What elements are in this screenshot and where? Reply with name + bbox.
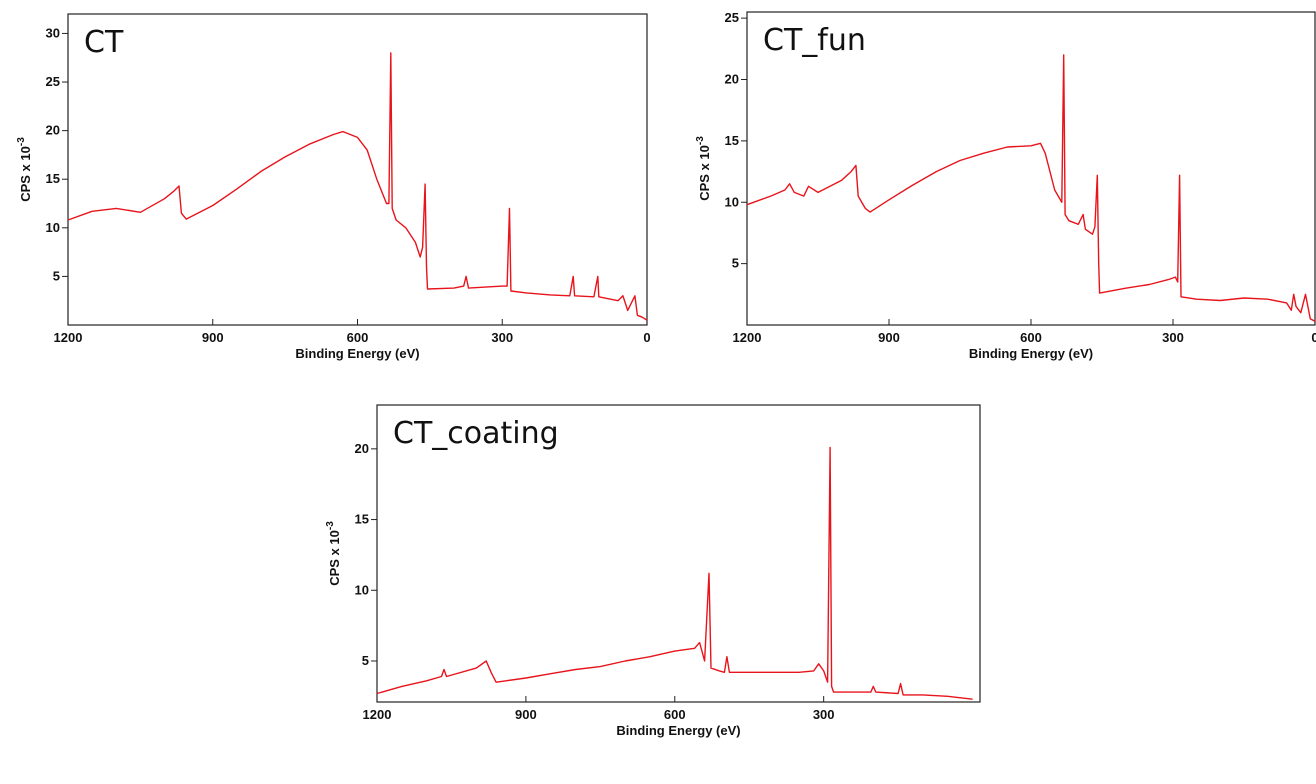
x-tick-label: 900 (878, 330, 900, 345)
y-axis-label-exponent: -3 (325, 521, 336, 530)
x-tick-label: 900 (202, 330, 224, 345)
y-axis-label-text: CPS x 10 (697, 145, 712, 201)
x-tick-label: 1200 (54, 330, 83, 345)
y-tick-label: 10 (355, 582, 369, 597)
y-tick-label: 10 (725, 194, 739, 209)
y-tick-label: 5 (732, 256, 739, 271)
y-axis-label: CPS x 10-3 (16, 137, 33, 202)
x-axis-label: Binding Energy (eV) (969, 346, 1093, 361)
y-tick-label: 25 (725, 10, 739, 25)
y-tick-label: 20 (725, 72, 739, 87)
y-axis-label-exponent: -3 (695, 136, 706, 145)
x-tick-label: 600 (664, 707, 686, 722)
spectrum-line (746, 54, 1316, 322)
y-axis-label: CPS x 10-3 (325, 521, 342, 586)
y-tick-label: 20 (355, 441, 369, 456)
x-tick-label: 300 (813, 707, 835, 722)
chart: CT_coating 5 10 15 20 1200 900 600 300 Binding En… (325, 404, 981, 738)
y-tick-label: 5 (362, 653, 369, 668)
x-tick-label: 0 (643, 330, 650, 345)
y-tick-label: 20 (46, 123, 60, 138)
y-axis-label-text: CPS x 10 (18, 146, 33, 202)
x-tick-label: 600 (1020, 330, 1042, 345)
y-tick-label: 10 (46, 220, 60, 235)
y-tick-label: 30 (46, 25, 60, 40)
spectrum-line (67, 52, 648, 321)
y-tick-label: 25 (46, 74, 60, 89)
y-axis-label: CPS x 10-3 (695, 136, 712, 201)
x-tick-label: 900 (515, 707, 537, 722)
x-axis-label: Binding Energy (eV) (295, 346, 419, 361)
chart-title: CT_fun (763, 23, 866, 58)
x-tick-label: 300 (491, 330, 513, 345)
y-tick-label: 5 (53, 268, 60, 283)
y-axis-label-text: CPS x 10 (327, 530, 342, 586)
x-tick-label: 600 (347, 330, 369, 345)
plot-frame (376, 404, 981, 703)
x-tick-label: 300 (1162, 330, 1184, 345)
y-tick-label: 15 (725, 133, 739, 148)
plot-frame (67, 13, 648, 326)
x-axis-label: Binding Energy (eV) (616, 723, 740, 738)
x-tick-label: 0 (1311, 330, 1316, 345)
y-axis-label-exponent: -3 (16, 137, 27, 146)
chart: CT 5 10 15 20 25 30 1200 900 600 300 0 Binding Energ… (16, 13, 651, 361)
y-tick-label: 15 (46, 171, 60, 186)
spectrum-line (376, 446, 973, 700)
x-tick-label: 1200 (363, 707, 392, 722)
y-tick-label: 15 (355, 512, 369, 527)
chart: CT_fun 5 10 15 20 25 1200 900 600 300 0 Binding Ene… (695, 10, 1316, 361)
plot-frame (746, 11, 1316, 326)
chart-title: CT_coating (393, 416, 559, 451)
x-tick-label: 1200 (733, 330, 762, 345)
chart-title: CT (84, 25, 124, 60)
